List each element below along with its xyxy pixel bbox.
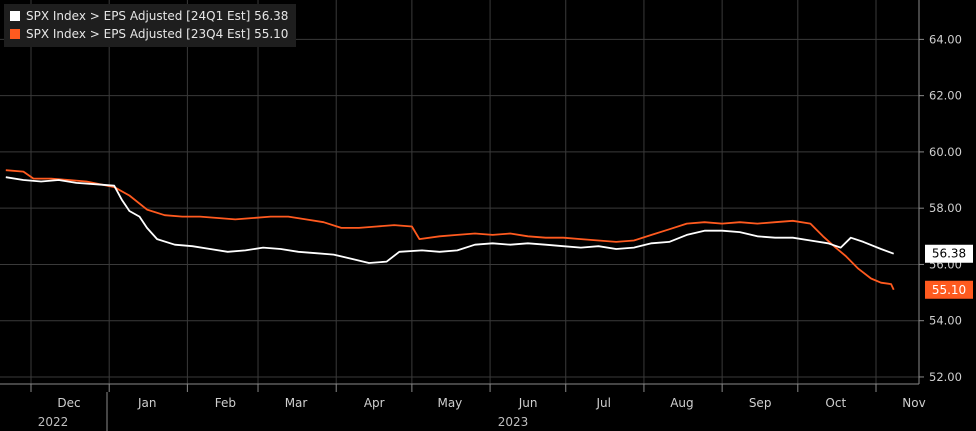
x-tick-label: Dec	[57, 396, 80, 410]
last-value-label: 55.10	[932, 283, 966, 297]
legend-item-23q4: SPX Index > EPS Adjusted [23Q4 Est] 55.1…	[10, 25, 288, 43]
y-tick-label: 54.00	[929, 314, 962, 328]
x-tick-label: May	[437, 396, 462, 410]
x-tick-label: Nov	[902, 396, 925, 410]
y-tick-label: 58.00	[929, 201, 962, 215]
y-tick-label: 60.00	[929, 145, 962, 159]
series-lines	[5, 169, 895, 291]
x-tick-label: Feb	[215, 396, 236, 410]
x-tick-label: Jul	[596, 396, 611, 410]
y-tick-label: 62.00	[929, 89, 962, 103]
year-label: 2023	[498, 415, 529, 429]
legend-swatch-23q4	[10, 29, 20, 39]
legend-label-23q4: SPX Index > EPS Adjusted [23Q4 Est]	[26, 27, 251, 41]
x-tick-label: Jan	[137, 396, 157, 410]
last-value-badge	[925, 244, 973, 263]
series-line	[5, 176, 895, 264]
series-line	[5, 169, 895, 291]
last-value-badges: 56.38 55.10	[925, 244, 973, 299]
grid	[0, 0, 919, 384]
legend-swatch-24q1	[10, 11, 20, 21]
last-value-label: 56.38	[932, 247, 966, 261]
legend-value-23q4: 55.10	[254, 27, 289, 41]
x-tick-label: Oct	[825, 396, 846, 410]
legend-item-24q1: SPX Index > EPS Adjusted [24Q1 Est] 56.3…	[10, 7, 288, 25]
last-value-badge	[925, 280, 973, 299]
x-tick-label: Aug	[670, 396, 693, 410]
legend-label-24q1: SPX Index > EPS Adjusted [24Q1 Est]	[26, 9, 251, 23]
x-tick-label: Jun	[518, 396, 538, 410]
y-tick-label: 64.00	[929, 32, 962, 46]
legend-value-24q1: 56.38	[254, 9, 289, 23]
axes	[0, 0, 920, 431]
x-axis-ticks: Dec Jan Feb Mar Apr May Jun Jul Aug Sep Oct Nov	[30, 384, 926, 410]
year-label: 2022	[38, 415, 69, 429]
chart-legend: SPX Index > EPS Adjusted [24Q1 Est] 56.3…	[4, 4, 297, 47]
year-labels: 2022 2023	[38, 415, 529, 429]
x-tick-label: Sep	[749, 396, 772, 410]
y-tick-label: 52.00	[929, 370, 962, 384]
x-tick-label: Apr	[364, 396, 385, 410]
x-tick-label: Mar	[285, 396, 308, 410]
